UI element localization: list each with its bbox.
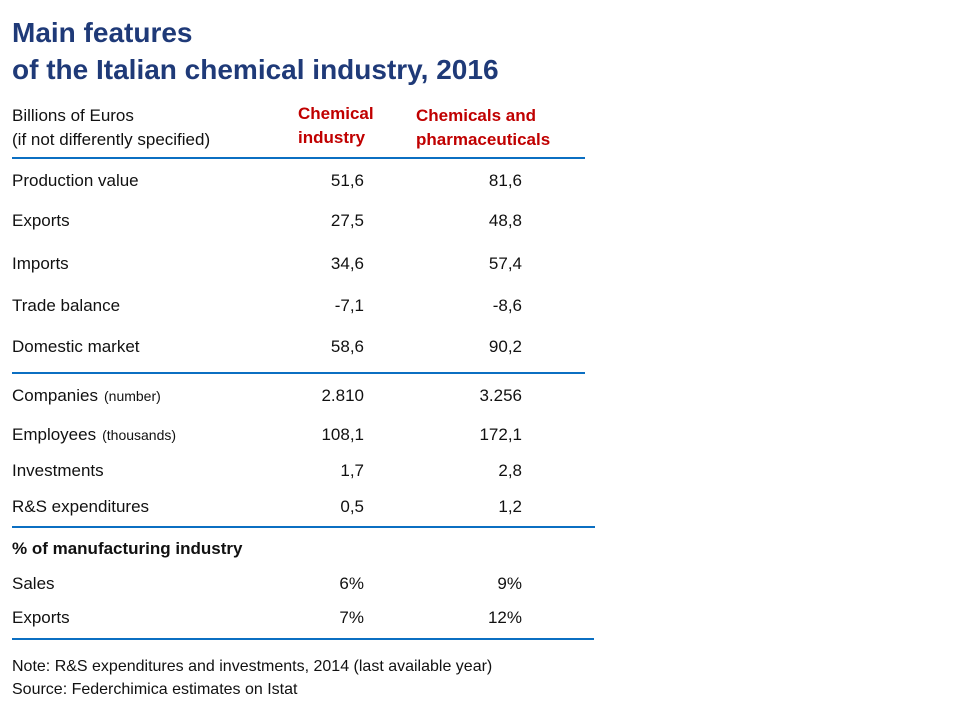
cell-chem-pharma: 48,8 — [488, 211, 522, 230]
table-row-imports: Imports 34,6 57,4 — [12, 252, 592, 276]
column-header-chem-pharma-line-1: Chemicals and — [416, 106, 536, 125]
cell-chemical: 7% — [339, 608, 364, 627]
cell-chem-pharma: 3.256 — [479, 386, 522, 405]
source-line: Source: Federchimica estimates on Istat — [12, 681, 298, 698]
row-label: Trade balance — [12, 296, 121, 315]
row-unit: (thousands) — [102, 427, 177, 443]
cell-chemical: 58,6 — [330, 337, 364, 356]
cell-chem-pharma: 2,8 — [498, 461, 522, 480]
column-header-chemical-industry: Chemical industry — [298, 102, 374, 150]
cell-chemical: -7,1 — [334, 296, 364, 315]
cell-chem-pharma: 1,2 — [498, 497, 522, 516]
table-row-exports: Exports 27,5 48,8 — [12, 209, 592, 233]
row-label: Investments — [12, 461, 104, 480]
cell-chemical: 51,6 — [330, 171, 364, 190]
column-header-chemical-line-1: Chemical — [298, 104, 374, 123]
cell-chem-pharma: 172,1 — [479, 425, 522, 444]
row-label: Companies (number) — [12, 386, 161, 405]
row-label: Employees (thousands) — [12, 425, 177, 444]
units-label: Billions of Euros (if not differently sp… — [12, 104, 210, 152]
column-header-chem-pharma-line-2: pharmaceuticals — [416, 130, 551, 149]
table-row-domestic-market: Domestic market 58,6 90,2 — [12, 335, 592, 359]
cell-chem-pharma: -8,6 — [492, 296, 522, 315]
cell-chem-pharma: 12% — [487, 608, 522, 627]
cell-chemical: 0,5 — [340, 497, 364, 516]
row-label: Production value — [12, 171, 139, 190]
cell-chemical: 6% — [339, 574, 364, 593]
footer-divider — [12, 638, 594, 640]
cell-chem-pharma: 81,6 — [488, 171, 522, 190]
column-header-chemical-line-2: industry — [298, 128, 366, 147]
table-row-sales-share: Sales 6% 9% — [12, 572, 592, 596]
row-label: Imports — [12, 254, 69, 273]
section-divider-2 — [12, 526, 595, 528]
cell-chem-pharma: 9% — [497, 574, 522, 593]
row-label: Sales — [12, 574, 55, 593]
note-line: Note: R&S expenditures and investments, … — [12, 658, 493, 675]
manufacturing-section-heading: % of manufacturing industry — [12, 539, 243, 558]
cell-chemical: 2.810 — [321, 386, 364, 405]
table-row-companies: Companies (number) 2.810 3.256 — [12, 384, 592, 408]
cell-chem-pharma: 57,4 — [488, 254, 522, 273]
units-line-1: Billions of Euros — [12, 106, 134, 125]
table-row-rs-expenditures: R&S expenditures 0,5 1,2 — [12, 495, 592, 519]
section-divider-1 — [12, 372, 585, 374]
units-line-2: (if not differently specified) — [12, 130, 211, 149]
row-label: Domestic market — [12, 337, 140, 356]
title-line-2: of the Italian chemical industry, 2016 — [12, 54, 499, 85]
cell-chemical: 108,1 — [321, 425, 364, 444]
cell-chemical: 34,6 — [330, 254, 364, 273]
row-unit: (number) — [104, 388, 161, 404]
cell-chem-pharma: 90,2 — [488, 337, 522, 356]
table-row-employees: Employees (thousands) 108,1 172,1 — [12, 423, 592, 447]
column-header-chemicals-pharmaceuticals: Chemicals and pharmaceuticals — [416, 104, 550, 152]
title-line-1: Main features — [12, 17, 193, 48]
header-divider — [12, 157, 585, 159]
footnote: Note: R&S expenditures and investments, … — [12, 655, 492, 701]
table-row-production-value: Production value 51,6 81,6 — [12, 169, 592, 193]
table-row-trade-balance: Trade balance -7,1 -8,6 — [12, 294, 592, 318]
row-label: Exports — [12, 211, 70, 230]
table-row-investments: Investments 1,7 2,8 — [12, 459, 592, 483]
cell-chemical: 27,5 — [330, 211, 364, 230]
table-row-exports-share: Exports 7% 12% — [12, 606, 592, 630]
row-label: Exports — [12, 608, 70, 627]
page-title: Main features of the Italian chemical in… — [12, 14, 499, 88]
row-label: R&S expenditures — [12, 497, 150, 516]
cell-chemical: 1,7 — [340, 461, 364, 480]
